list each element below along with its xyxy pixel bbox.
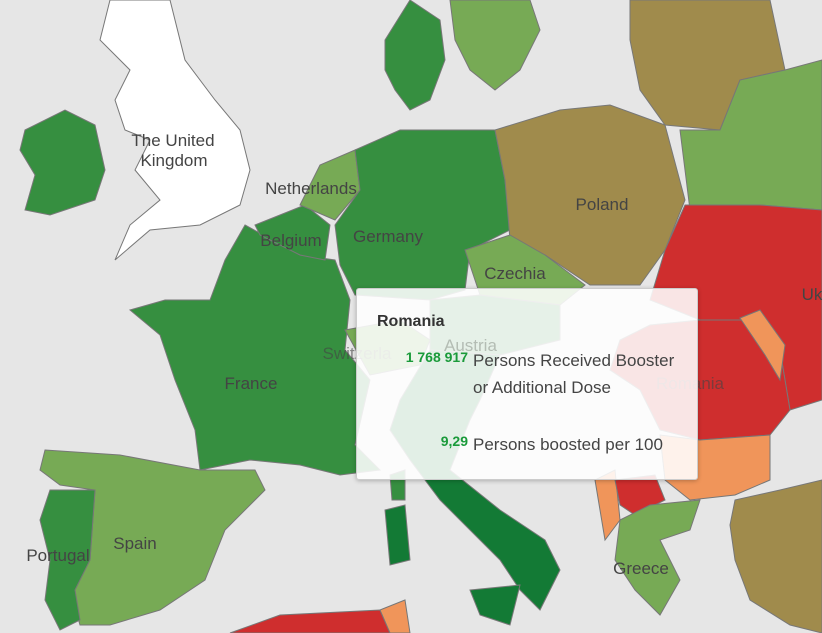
country-tooltip: Romania 1 768 917 Persons Received Boost… bbox=[356, 288, 698, 480]
tooltip-row-boosters: 1 768 917 Persons Received Booster or Ad… bbox=[357, 347, 688, 401]
country-sweden[interactable] bbox=[449, 0, 541, 91]
island-sardinia[interactable] bbox=[384, 504, 411, 566]
country-greece[interactable] bbox=[614, 499, 701, 616]
tooltip-country-name: Romania bbox=[377, 313, 445, 330]
country-france[interactable] bbox=[128, 224, 382, 476]
label-ukraine: Uk bbox=[802, 285, 822, 304]
country-moldova[interactable] bbox=[739, 309, 786, 382]
label-poland: Poland bbox=[576, 195, 629, 214]
label-belgium: Belgium bbox=[260, 231, 321, 250]
label-greece: Greece bbox=[613, 559, 669, 578]
label-czechia: Czechia bbox=[484, 264, 546, 283]
country-turkey[interactable] bbox=[729, 479, 822, 633]
label-spain: Spain bbox=[113, 534, 156, 553]
country-denmark[interactable] bbox=[384, 0, 446, 111]
country-tunisia[interactable] bbox=[379, 599, 411, 633]
country-spain[interactable] bbox=[39, 449, 266, 626]
country-uk[interactable] bbox=[99, 0, 251, 261]
country-portugal[interactable] bbox=[39, 489, 96, 631]
tooltip-per100-value: 9,29 bbox=[440, 433, 468, 449]
label-france: France bbox=[225, 374, 278, 393]
country-poland[interactable] bbox=[494, 104, 686, 286]
tooltip-row-per100: 9,29 Persons boosted per 100 bbox=[357, 431, 688, 458]
tooltip-boosters-value: 1 768 917 bbox=[405, 349, 468, 365]
label-portugal: Portugal bbox=[26, 546, 89, 565]
tooltip-boosters-label: Persons Received Booster or Additional D… bbox=[473, 351, 675, 397]
country-ireland[interactable] bbox=[19, 109, 106, 216]
label-uk-line2: Kingdom bbox=[140, 151, 207, 170]
label-germany: Germany bbox=[353, 227, 423, 246]
country-germany[interactable] bbox=[334, 129, 511, 301]
island-sicily[interactable] bbox=[469, 584, 521, 626]
label-uk-line1: The United bbox=[131, 131, 214, 150]
country-algeria[interactable] bbox=[229, 609, 391, 633]
tooltip-per100-label: Persons boosted per 100 bbox=[473, 435, 663, 454]
label-netherlands: Netherlands bbox=[265, 179, 357, 198]
